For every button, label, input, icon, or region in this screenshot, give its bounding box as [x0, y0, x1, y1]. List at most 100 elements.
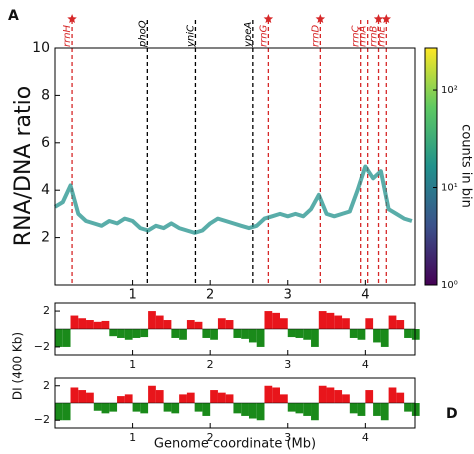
di-bar [396, 392, 405, 403]
di-bar [101, 320, 110, 329]
di-bar [365, 318, 374, 329]
di-bar [272, 312, 280, 329]
colorbar-tick-label: 10² [441, 85, 458, 96]
annotation-star [263, 14, 274, 23]
y-axis-title: RNA/DNA ratio [11, 86, 36, 246]
annotation-label: rrnA [358, 25, 369, 47]
di-bar [117, 396, 125, 403]
di-bar [93, 321, 102, 329]
di-bar [93, 403, 102, 411]
annotation-star [67, 14, 77, 23]
y-axis-title: DI (400 Kb) [11, 332, 25, 400]
di-bar [217, 392, 226, 403]
di-bar [132, 329, 141, 338]
di-bar [357, 329, 366, 340]
plot-frame [54, 302, 416, 356]
annotation-label: rrnG [258, 24, 269, 47]
di-bar [248, 329, 257, 343]
di-bar [179, 394, 187, 403]
di-bar [148, 385, 156, 403]
ratio-line [53, 164, 413, 235]
di-bar [396, 320, 405, 329]
di-bar [241, 329, 249, 339]
di-bar [62, 329, 71, 347]
di-bar [311, 329, 319, 347]
di-bar [264, 385, 273, 403]
di-bar [233, 403, 242, 414]
di-bar [210, 329, 218, 340]
x-tick-label: 4 [361, 288, 369, 303]
annotation-label: phoQ [137, 20, 148, 48]
y-tick-label: −2 [34, 340, 50, 353]
di-bar [349, 329, 358, 338]
di-bar [373, 329, 381, 343]
di-bar [388, 387, 397, 403]
di-bar [326, 312, 335, 329]
di-bar [303, 403, 312, 416]
y-tick-label: 2 [43, 304, 50, 317]
di-bar [388, 315, 397, 329]
di-bar [295, 329, 304, 338]
y-tick-label: 2 [41, 230, 50, 246]
annotation-label: rrnH [62, 24, 73, 47]
di-bar [217, 318, 226, 329]
annotation-label: ypeA [243, 22, 254, 48]
di-bar [380, 329, 389, 347]
colorbar-tick-label: 10¹ [441, 183, 458, 194]
di-bar [171, 329, 180, 338]
di-bar [256, 403, 265, 421]
annotation-label: rrnB [369, 25, 380, 47]
annotation-star [315, 14, 326, 23]
di-bar [179, 329, 187, 340]
x-tick-label: 3 [284, 431, 291, 444]
di-bar [132, 403, 141, 412]
di-bar [140, 329, 149, 338]
colorbar-tick-label: 10⁰ [441, 280, 458, 291]
annotation-label: yniC [185, 25, 196, 48]
colorbar [424, 47, 438, 286]
y-tick-label: 4 [41, 182, 50, 198]
x-tick-label: 3 [284, 288, 292, 303]
y-tick-label: 10 [32, 40, 50, 56]
di-bar [411, 403, 420, 416]
di-bar [55, 403, 63, 421]
di-bar [70, 315, 79, 329]
plot-frame [54, 377, 416, 429]
di-bar [349, 403, 358, 414]
di-bar [287, 329, 296, 338]
di-bar [202, 329, 211, 338]
di-bar [411, 329, 420, 340]
di-bar [342, 318, 350, 329]
di-bar [295, 403, 304, 414]
annotation-label: rrnD [310, 24, 321, 47]
di-bar [303, 329, 312, 340]
di-bar [342, 394, 350, 403]
di-bar [404, 403, 412, 412]
di-bar [55, 329, 63, 347]
di-bar [155, 315, 164, 329]
di-bar [171, 403, 180, 414]
di-bar [117, 329, 125, 338]
di-bar [109, 329, 118, 337]
di-bar [334, 315, 343, 329]
di-bar [272, 387, 280, 403]
di-bar [287, 403, 296, 412]
di-bar [86, 392, 94, 403]
di-bar [380, 403, 389, 421]
panel-label: D [446, 406, 458, 422]
di-bar [264, 311, 273, 329]
di-bar [318, 311, 327, 329]
di-bar [186, 320, 195, 329]
di-bar [241, 403, 249, 416]
di-bar [140, 403, 149, 414]
di-bar [101, 403, 110, 414]
di-bar [248, 403, 257, 419]
di-bar [256, 329, 265, 347]
di-bar [225, 320, 234, 329]
di-bar [404, 329, 412, 338]
di-bar [202, 403, 211, 416]
y-tick-label: −2 [34, 413, 50, 426]
x-tick-label: 4 [362, 431, 369, 444]
di-bar [373, 403, 381, 416]
di-bar [210, 390, 218, 403]
